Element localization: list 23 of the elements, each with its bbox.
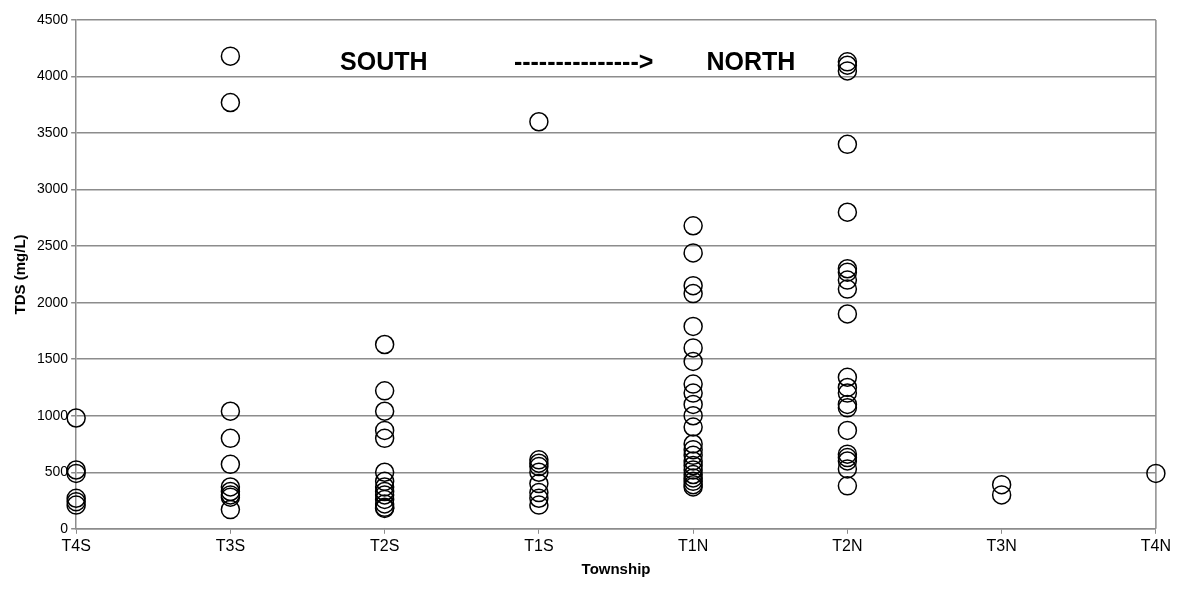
y-tick-label: 4500 [36, 10, 69, 27]
annotation: NORTH [706, 47, 796, 76]
y-tick-label: 3000 [36, 180, 69, 197]
x-axis-title: Township [581, 560, 651, 578]
y-tick-label: 2000 [36, 293, 69, 310]
x-tick-label: T3S [215, 536, 246, 554]
x-tick-label: T2S [369, 536, 400, 554]
y-axis-title: TDS (mg/L) [11, 234, 29, 315]
y-tick-label: 0 [60, 519, 69, 536]
y-tick-label: 1500 [36, 350, 69, 367]
y-tick-label: 4000 [36, 67, 69, 84]
y-tick-label: 2500 [36, 236, 69, 253]
annotation: ---------------> [513, 47, 654, 76]
y-tick-label: 500 [44, 463, 69, 480]
x-tick-label: T1N [678, 536, 709, 554]
x-tick-label: T1S [524, 536, 554, 554]
x-tick-label: T4N [1140, 536, 1171, 554]
y-tick-label: 3500 [36, 123, 69, 140]
x-tick-label: T4S [61, 536, 91, 554]
x-tick-label: T3N [986, 536, 1017, 554]
annotation: SOUTH [340, 47, 428, 76]
x-tick-label: T2N [832, 536, 863, 554]
y-tick-label: 1000 [36, 406, 69, 423]
